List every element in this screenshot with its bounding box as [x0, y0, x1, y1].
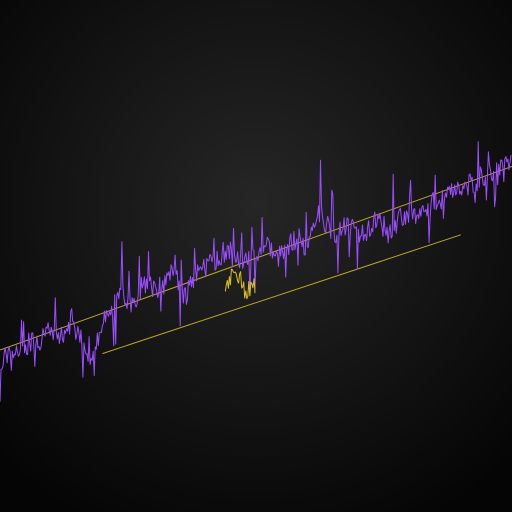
series-line-2	[224, 268, 256, 300]
series-line-1	[0, 141, 512, 402]
series-layer	[0, 141, 512, 402]
trendline-2	[102, 234, 461, 355]
